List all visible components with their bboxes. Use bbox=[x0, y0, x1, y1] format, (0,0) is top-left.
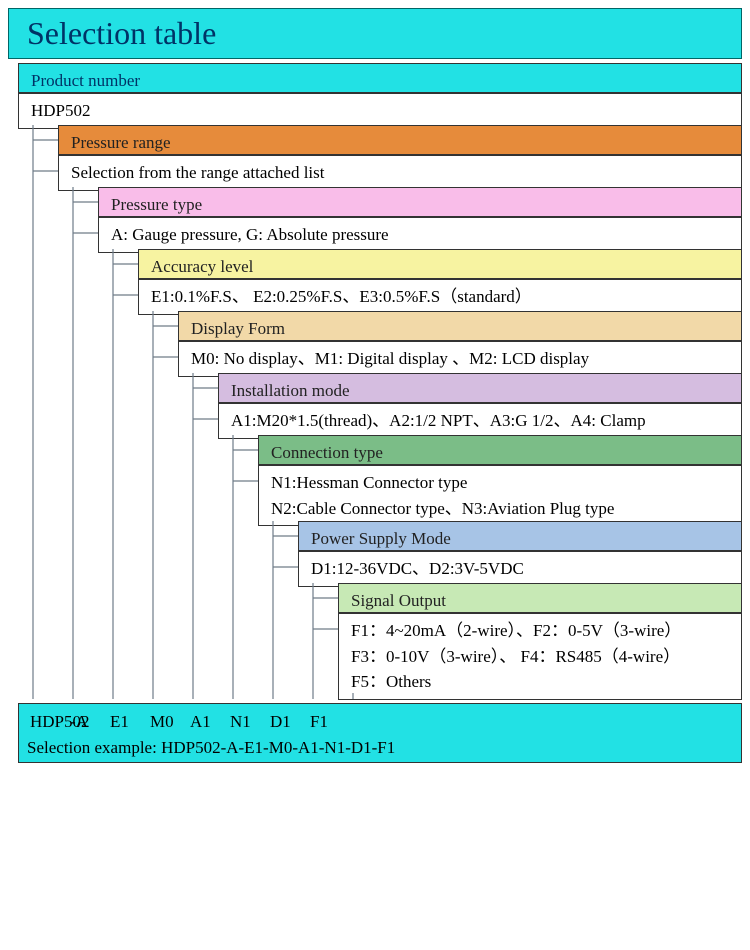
page-title: Selection table bbox=[8, 8, 742, 59]
level-value: D1:12-36VDC、D2:3V-5VDC bbox=[298, 551, 742, 587]
footer-example: Selection example: HDP502-A-E1-M0-A1-N1-… bbox=[27, 734, 733, 761]
level-value: M0: No display、M1: Digital display 、M2: … bbox=[178, 341, 742, 377]
level-header: Connection type bbox=[258, 435, 742, 465]
footer-code: N1 bbox=[230, 708, 251, 735]
level-header: Power Supply Mode bbox=[298, 521, 742, 551]
footer-code: D1 bbox=[270, 708, 291, 735]
level-value: F1：4~20mA（2-wire）、F2：0-5V（3-wire） F3：0-1… bbox=[338, 613, 742, 700]
level-value: A1:M20*1.5(thread)、A2:1/2 NPT、A3:G 1/2、A… bbox=[218, 403, 742, 439]
level-value: E1:0.1%F.S、 E2:0.25%F.S、E3:0.5%F.S（stand… bbox=[138, 279, 742, 315]
level-value: A: Gauge pressure, G: Absolute pressure bbox=[98, 217, 742, 253]
selection-tree: Product numberHDP502Pressure rangeSelect… bbox=[8, 63, 742, 765]
level-header: Product number bbox=[18, 63, 742, 93]
level-header: Signal Output bbox=[338, 583, 742, 613]
footer-code: A1 bbox=[190, 708, 211, 735]
level-header: Pressure type bbox=[98, 187, 742, 217]
level-header: Installation mode bbox=[218, 373, 742, 403]
footer-code: E1 bbox=[110, 708, 129, 735]
footer-code: F1 bbox=[310, 708, 328, 735]
level-value: HDP502 bbox=[18, 93, 742, 129]
selection-footer: HDP502-AE1M0A1N1D1F1Selection example: H… bbox=[18, 703, 742, 763]
level-header: Display Form bbox=[178, 311, 742, 341]
footer-codes: HDP502-AE1M0A1N1D1F1 bbox=[27, 708, 733, 734]
footer-code: -A bbox=[70, 708, 88, 735]
level-header: Pressure range bbox=[58, 125, 742, 155]
level-value: N1:Hessman Connector type N2:Cable Conne… bbox=[258, 465, 742, 526]
footer-code: M0 bbox=[150, 708, 174, 735]
level-header: Accuracy level bbox=[138, 249, 742, 279]
level-value: Selection from the range attached list bbox=[58, 155, 742, 191]
